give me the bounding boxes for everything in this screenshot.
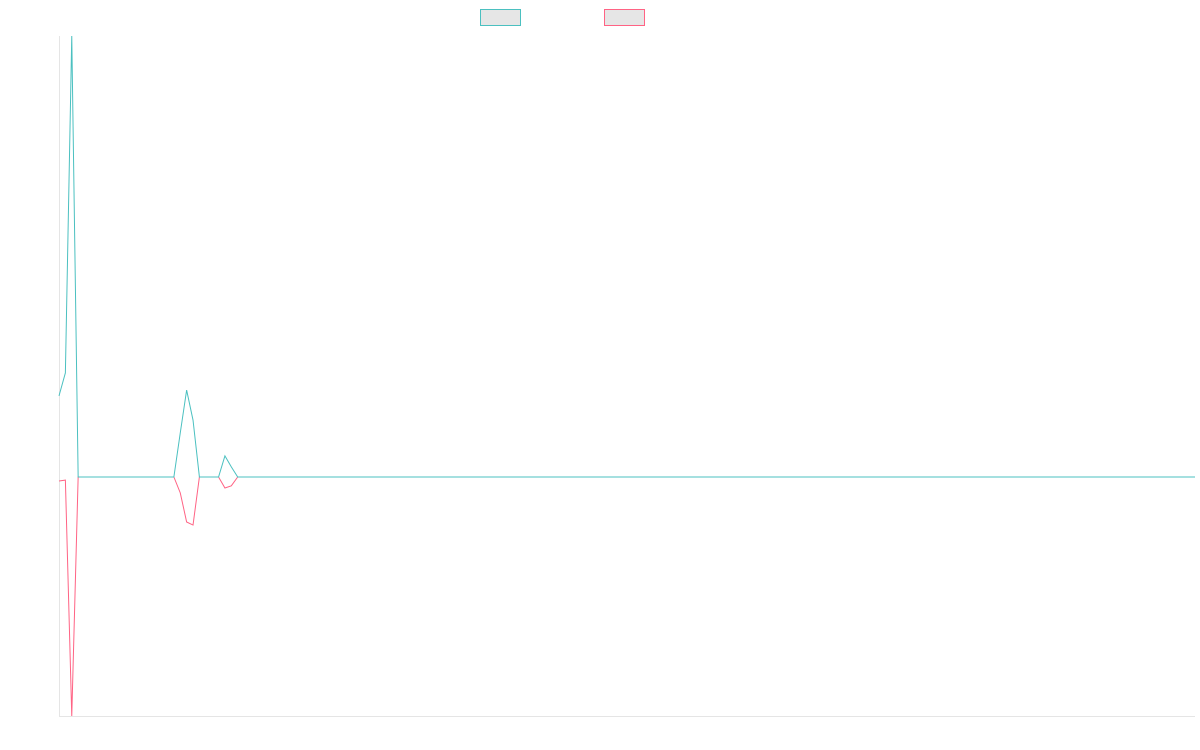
legend-swatch (604, 9, 645, 26)
line-series (58, 35, 1195, 478)
legend-swatch (480, 9, 521, 26)
line-series (58, 476, 1195, 717)
